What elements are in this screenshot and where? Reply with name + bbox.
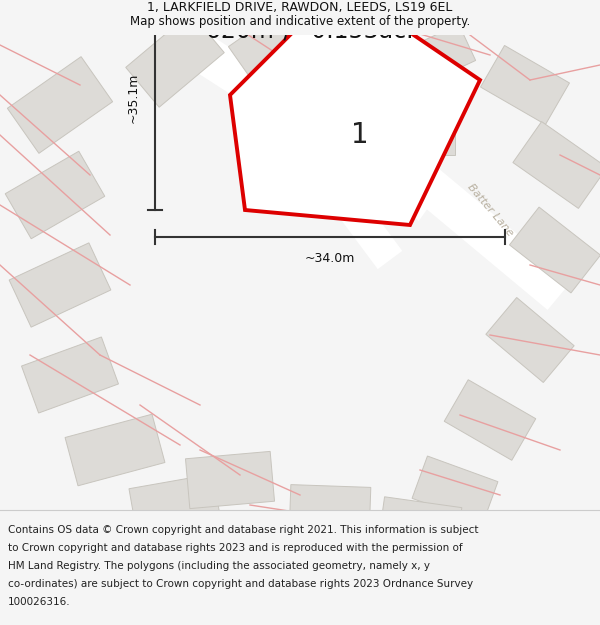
Text: ~35.1m: ~35.1m bbox=[127, 72, 139, 122]
Polygon shape bbox=[481, 46, 569, 124]
Polygon shape bbox=[229, 6, 311, 84]
Text: 1: 1 bbox=[351, 121, 369, 149]
Polygon shape bbox=[378, 497, 462, 553]
Polygon shape bbox=[230, 0, 480, 225]
Polygon shape bbox=[22, 337, 118, 413]
Polygon shape bbox=[126, 12, 224, 108]
Polygon shape bbox=[316, 6, 394, 74]
Polygon shape bbox=[404, 24, 476, 86]
Text: ~34.0m: ~34.0m bbox=[305, 253, 355, 266]
Polygon shape bbox=[325, 75, 455, 155]
Text: Map shows position and indicative extent of the property.: Map shows position and indicative extent… bbox=[130, 16, 470, 29]
Polygon shape bbox=[513, 122, 600, 208]
Text: Larkfield Drive: Larkfield Drive bbox=[290, 111, 340, 175]
Text: Batter Lane: Batter Lane bbox=[247, 39, 297, 95]
Polygon shape bbox=[486, 298, 574, 382]
FancyBboxPatch shape bbox=[0, 0, 600, 35]
Text: 100026316.: 100026316. bbox=[8, 597, 71, 607]
Polygon shape bbox=[129, 474, 221, 536]
Text: Contains OS data © Crown copyright and database right 2021. This information is : Contains OS data © Crown copyright and d… bbox=[8, 525, 479, 535]
Polygon shape bbox=[5, 151, 105, 239]
Polygon shape bbox=[185, 451, 275, 509]
Text: to Crown copyright and database rights 2023 and is reproduced with the permissio: to Crown copyright and database rights 2… bbox=[8, 543, 463, 553]
Polygon shape bbox=[509, 207, 600, 293]
Text: co-ordinates) are subject to Crown copyright and database rights 2023 Ordnance S: co-ordinates) are subject to Crown copyr… bbox=[8, 579, 473, 589]
Polygon shape bbox=[444, 380, 536, 460]
Polygon shape bbox=[7, 57, 113, 153]
Text: Batter Lane: Batter Lane bbox=[465, 182, 515, 238]
Text: 1, LARKFIELD DRIVE, RAWDON, LEEDS, LS19 6EL: 1, LARKFIELD DRIVE, RAWDON, LEEDS, LS19 … bbox=[148, 1, 452, 14]
FancyBboxPatch shape bbox=[0, 510, 600, 625]
Text: ~620m²/~0.153ac.: ~620m²/~0.153ac. bbox=[186, 18, 414, 42]
Polygon shape bbox=[412, 456, 498, 524]
Polygon shape bbox=[9, 243, 111, 327]
Polygon shape bbox=[65, 414, 165, 486]
Text: HM Land Registry. The polygons (including the associated geometry, namely x, y: HM Land Registry. The polygons (includin… bbox=[8, 561, 430, 571]
Polygon shape bbox=[289, 484, 371, 536]
